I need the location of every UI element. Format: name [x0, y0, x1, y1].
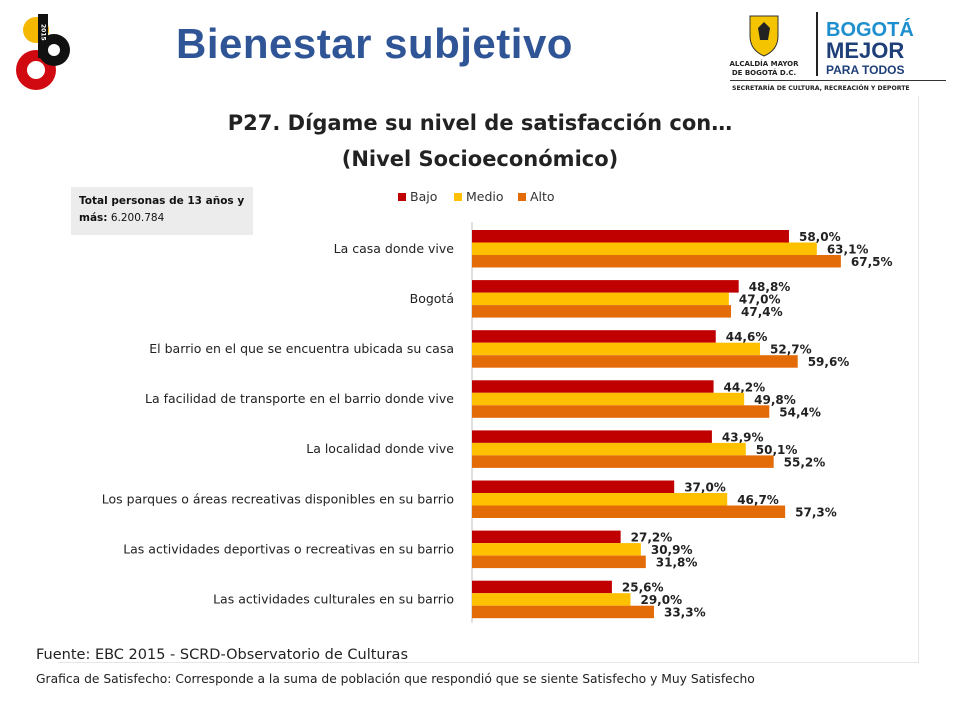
org-name-line2: DE BOGOTÁ D.C.	[732, 68, 796, 77]
bar-medio	[472, 342, 761, 356]
data-label-medio: 52,7%	[770, 343, 812, 357]
chart-title: P27. Dígame su nivel de satisfacción con…	[227, 111, 733, 135]
logo-black-circle-hole	[48, 44, 60, 56]
data-label-medio: 49,8%	[754, 393, 796, 407]
logo-year: 2015	[40, 24, 47, 41]
chart-subtitle: (Nivel Socioeconómico)	[341, 147, 619, 171]
legend-label-alto: Alto	[530, 189, 555, 204]
bar-bajo	[472, 530, 621, 544]
category-label: La facilidad de transporte en el barrio …	[145, 391, 454, 406]
brand-line2: MEJOR	[826, 38, 904, 63]
bar-medio	[472, 493, 728, 506]
legend-label-bajo: Bajo	[410, 189, 437, 204]
data-label-bajo: 37,0%	[684, 481, 726, 495]
total-population-value: 6.200.784	[110, 212, 165, 224]
data-label-alto: 57,3%	[795, 506, 837, 520]
alcaldia-logo: ALCALDÍA MAYOR DE BOGOTÁ D.C. BOGOTÁ MEJ…	[729, 12, 946, 92]
data-label-medio: 29,0%	[640, 593, 682, 607]
category-label: La localidad donde vive	[306, 441, 454, 456]
bar-alto	[472, 505, 786, 518]
bar-medio	[472, 392, 745, 406]
total-population-box: Total personas de 13 años y más: 6.200.7…	[71, 187, 253, 235]
category-label: Los parques o áreas recreativas disponib…	[102, 491, 454, 506]
footer-note: Grafica de Satisfecho: Corresponde a la …	[36, 672, 755, 686]
bar-medio	[472, 242, 817, 255]
observatorio-logo: 2015	[16, 14, 70, 90]
logo-underline	[730, 80, 946, 81]
data-label-bajo: 44,2%	[724, 380, 766, 394]
data-label-alto: 54,4%	[779, 405, 821, 419]
bar-medio	[472, 292, 729, 306]
department-name: SECRETARÍA DE CULTURA, RECREACIÓN Y DEPO…	[732, 83, 910, 92]
bar-alto	[472, 455, 774, 468]
data-label-bajo: 27,2%	[631, 531, 673, 545]
data-label-bajo: 25,6%	[622, 581, 664, 595]
footer-source: Fuente: EBC 2015 - SCRD-Observatorio de …	[36, 647, 408, 663]
legend-label-medio: Medio	[466, 189, 504, 204]
data-label-alto: 67,5%	[851, 255, 893, 269]
data-label-alto: 47,4%	[741, 305, 783, 319]
org-name-line1: ALCALDÍA MAYOR	[729, 59, 799, 68]
data-label-bajo: 58,0%	[799, 230, 841, 244]
data-label-medio: 50,1%	[756, 443, 798, 457]
eagle-icon	[758, 22, 770, 40]
bar-alto	[472, 405, 770, 418]
data-label-medio: 47,0%	[739, 293, 781, 307]
bar-medio	[472, 442, 746, 456]
slide-title: Bienestar subjetivo	[176, 20, 573, 67]
legend-swatch-medio	[454, 193, 462, 201]
brand-line1: BOGOTÁ	[826, 18, 914, 41]
category-label: Las actividades deportivas o recreativas…	[123, 541, 454, 556]
logo-red-circle-hole	[27, 61, 45, 79]
data-label-bajo: 43,9%	[722, 430, 764, 444]
category-label: Bogotá	[410, 291, 454, 306]
bar-bajo	[472, 280, 739, 293]
bar-alto	[472, 605, 654, 619]
category-label: Las actividades culturales en su barrio	[213, 591, 454, 606]
bar-bajo	[472, 580, 612, 594]
data-label-medio: 46,7%	[737, 493, 779, 507]
data-label-bajo: 48,8%	[749, 280, 791, 294]
data-label-medio: 30,9%	[651, 543, 693, 557]
logo-divider	[816, 12, 818, 76]
category-label: El barrio en el que se encuentra ubicada…	[149, 341, 454, 356]
brand-line3: PARA TODOS	[826, 63, 904, 77]
logo-black-bar	[38, 14, 48, 58]
bar-bajo	[472, 430, 712, 443]
data-label-bajo: 44,6%	[726, 330, 768, 344]
total-population-label: Total personas de 13 años y más:	[79, 195, 245, 224]
bar-medio	[472, 543, 641, 556]
bar-alto	[472, 255, 841, 268]
data-label-alto: 31,8%	[656, 556, 698, 570]
data-label-alto: 33,3%	[664, 606, 706, 620]
legend-swatch-alto	[518, 193, 526, 201]
data-label-alto: 59,6%	[808, 355, 850, 369]
bar-bajo	[472, 230, 789, 243]
data-label-medio: 63,1%	[827, 243, 869, 257]
legend-swatch-bajo	[398, 193, 406, 201]
bar-alto	[472, 355, 798, 368]
bar-bajo	[472, 480, 675, 493]
chart-frame	[58, 96, 919, 663]
bar-medio	[472, 593, 631, 606]
category-label: La casa donde vive	[334, 241, 455, 256]
data-label-alto: 55,2%	[784, 455, 826, 469]
bar-bajo	[472, 330, 716, 343]
bar-bajo	[472, 380, 714, 393]
bar-alto	[472, 555, 646, 569]
bar-alto	[472, 305, 732, 318]
